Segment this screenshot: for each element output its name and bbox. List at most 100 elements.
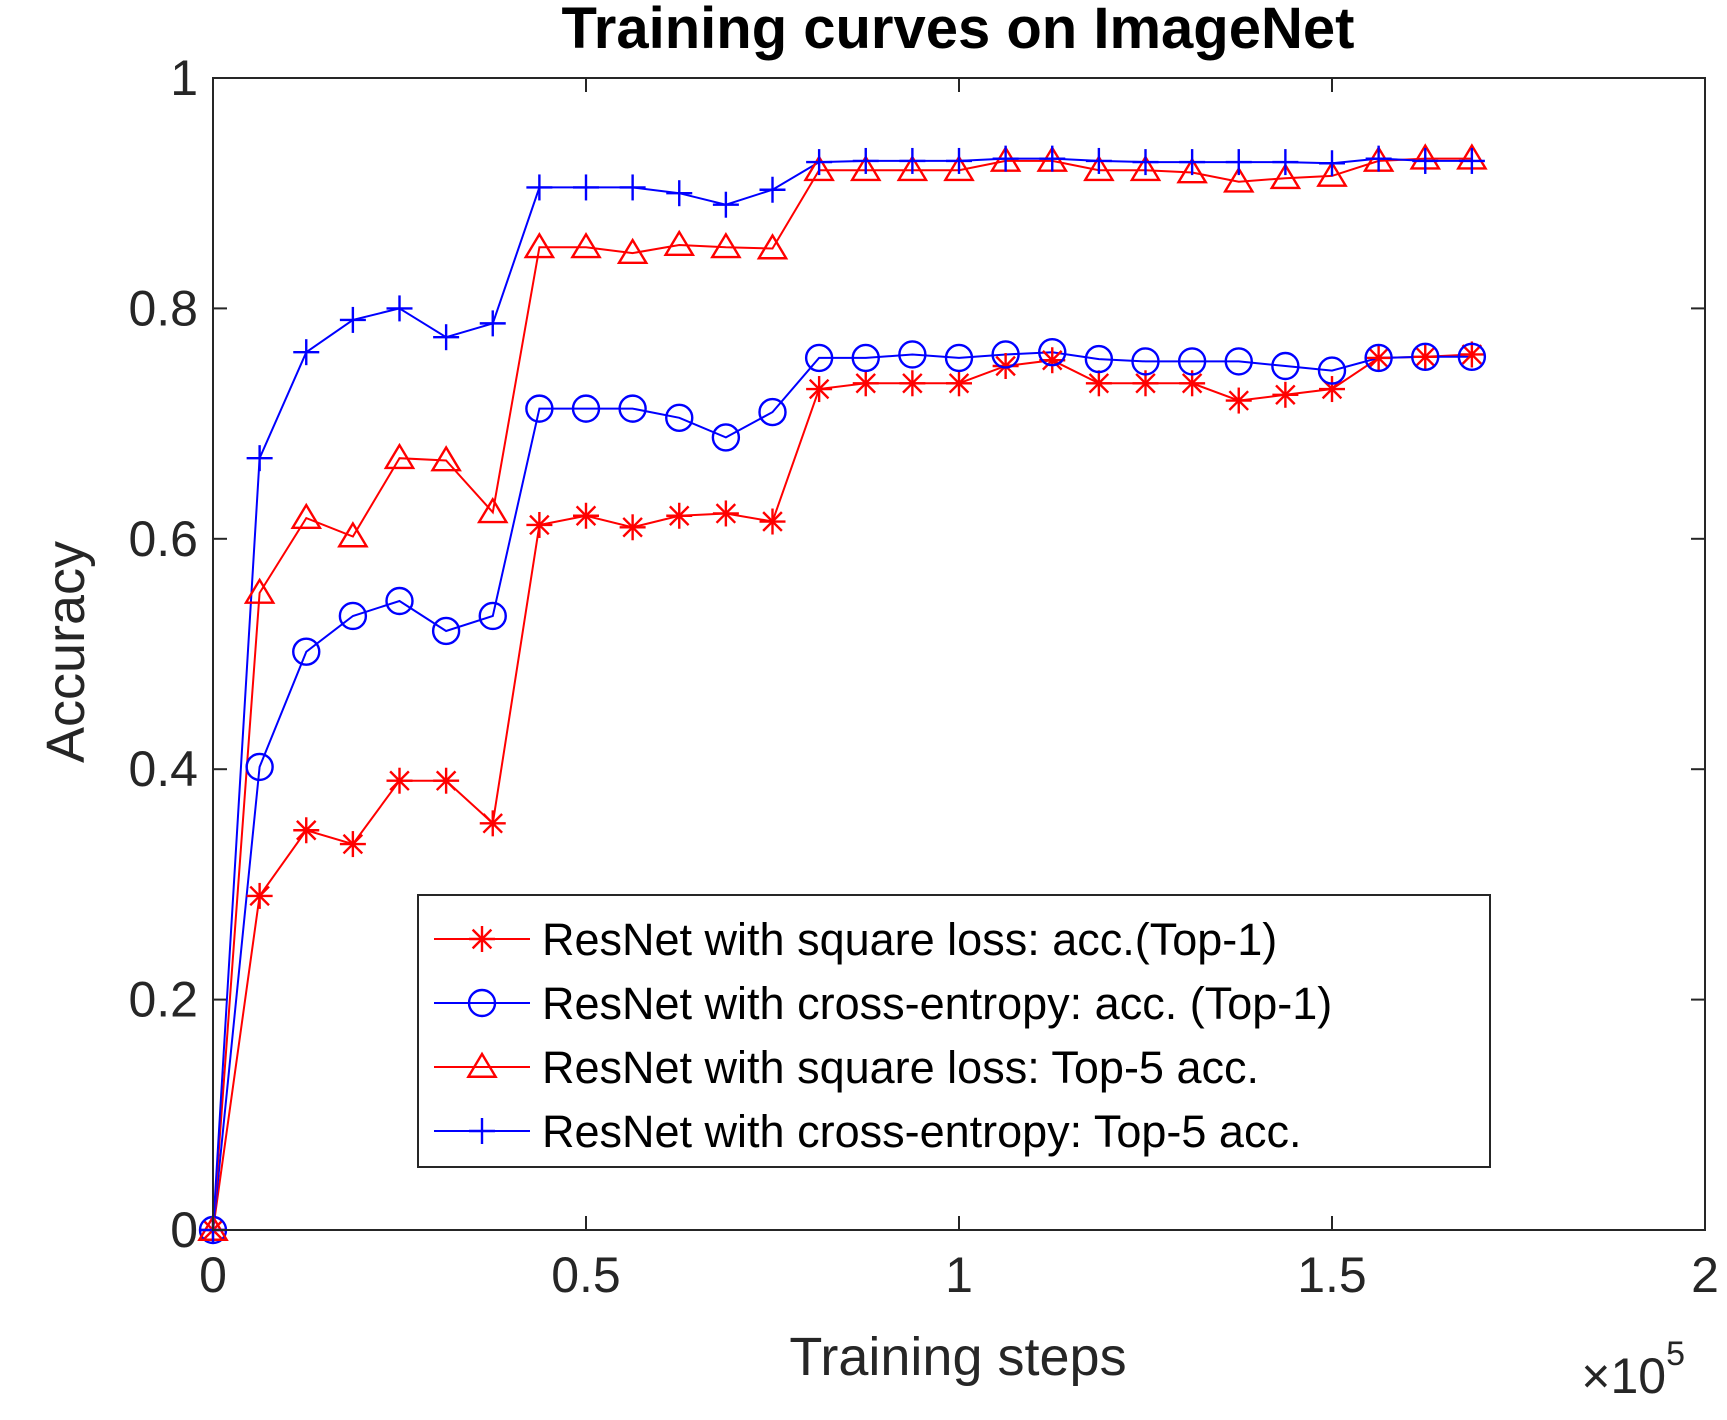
data-point-triangle [290, 502, 323, 530]
data-point-asterisk [712, 500, 739, 527]
legend-label: ResNet with square loss: acc.(Top-1) [542, 914, 1277, 965]
data-point-plus [386, 295, 413, 322]
legend-item: ResNet with cross-entropy: acc. (Top-1) [434, 978, 1332, 1029]
data-point-triangle [1176, 157, 1208, 184]
data-point-plus [1225, 149, 1252, 176]
x-tick-label: 2 [1691, 1247, 1719, 1303]
data-point-plus [293, 339, 320, 366]
data-point-triangle [243, 577, 276, 604]
x-tick-label: 1.5 [1297, 1247, 1367, 1303]
data-point-circle [478, 601, 507, 631]
legend-item: ResNet with square loss: Top-5 acc. [434, 1042, 1259, 1093]
data-point-plus [899, 147, 926, 174]
legend-marker-asterisk [469, 926, 495, 952]
data-point-triangle [849, 154, 882, 182]
data-point-circle [1224, 347, 1253, 376]
data-point-triangle [1083, 154, 1115, 182]
data-point-plus [1039, 145, 1066, 172]
data-point-circle [991, 340, 1020, 369]
x-tick-label: 0.5 [551, 1247, 621, 1303]
data-point-circle [1457, 342, 1487, 371]
legend-box [417, 894, 1491, 1168]
data-point-plus [1365, 145, 1392, 172]
data-point-circle [1084, 344, 1114, 374]
data-point-asterisk [433, 767, 460, 794]
data-point-circle [1131, 347, 1160, 376]
data-point-circle [1177, 347, 1207, 376]
legend-marker-plus [469, 1118, 495, 1144]
data-point-triangle [1316, 160, 1348, 187]
data-point-asterisk [759, 508, 786, 535]
data-point-plus [1179, 149, 1206, 176]
data-point-plus [1412, 147, 1439, 174]
data-point-circle [898, 340, 927, 369]
data-point-plus [526, 174, 553, 201]
data-point-triangle [616, 237, 649, 265]
y-axis-label: Accuracy [36, 541, 96, 763]
x-axis-label: Training steps [789, 1327, 1126, 1387]
data-point-asterisk [386, 767, 413, 794]
data-point-plus [1085, 147, 1112, 174]
data-point-triangle [1129, 154, 1162, 182]
data-point-asterisk [339, 831, 366, 858]
data-point-triangle [710, 232, 742, 259]
series-line-4 [212, 157, 1472, 1231]
data-point-asterisk [246, 882, 273, 909]
legend-label: ResNet with square loss: Top-5 acc. [542, 1042, 1259, 1093]
x-tick-label: 1 [945, 1247, 973, 1303]
data-point-circle [758, 397, 787, 427]
data-point-circle [665, 403, 694, 433]
data-point-triangle [756, 233, 789, 260]
y-tick-label: 0.4 [128, 741, 198, 797]
data-point-triangle [1222, 166, 1255, 193]
y-tick-label: 0.8 [128, 280, 198, 336]
legend-marker-circle [467, 988, 497, 1018]
data-point-plus [479, 310, 506, 337]
data-point-circle [1411, 342, 1440, 371]
data-point-plus [1272, 149, 1299, 176]
data-point-plus [992, 145, 1019, 172]
data-point-plus [759, 176, 786, 203]
data-point-circle [292, 637, 321, 666]
plot-frame [212, 77, 1706, 1231]
data-point-triangle [663, 229, 696, 256]
x-multiplier-exp: 5 [1666, 1335, 1685, 1373]
data-point-circle [851, 343, 880, 373]
data-point-asterisk [479, 810, 506, 837]
y-tick-label: 0.6 [128, 511, 198, 567]
data-point-plus [1319, 150, 1345, 177]
data-point-triangle [1269, 162, 1302, 190]
y-tick-label: 0 [170, 1202, 198, 1258]
x-tick-label: 0 [199, 1247, 227, 1303]
series-line-2 [212, 351, 1472, 1231]
legend-marker-triangle [466, 1051, 498, 1078]
chart-title: Training curves on ImageNet [562, 0, 1355, 61]
data-point-circle [1271, 351, 1300, 381]
data-point-circle [431, 616, 461, 646]
data-point-circle [525, 394, 554, 423]
data-point-asterisk [1225, 387, 1252, 414]
data-point-plus [1458, 147, 1485, 174]
series-markers [197, 143, 1488, 1245]
data-point-asterisk [852, 370, 879, 397]
axes: 0 0.5 1 1.5 2 0 0.2 0.4 0.6 0.8 1 [128, 50, 1718, 1303]
data-point-plus [339, 306, 366, 333]
data-point-circle [338, 601, 368, 631]
data-point-triangle [803, 154, 835, 182]
data-point-asterisk [1272, 381, 1299, 408]
series-line-3 [212, 157, 1472, 1231]
data-point-triangle [383, 442, 416, 470]
data-point-circle [1364, 343, 1393, 373]
data-point-plus [806, 149, 833, 176]
data-point-triangle [896, 154, 929, 182]
data-point-circle [618, 394, 647, 423]
data-point-asterisk [806, 376, 833, 403]
data-point-plus [573, 174, 599, 201]
data-point-plus [1132, 149, 1159, 176]
data-point-asterisk [1085, 370, 1112, 397]
data-point-circle [385, 586, 414, 616]
legend-label: ResNet with cross-entropy: Top-5 acc. [542, 1106, 1301, 1157]
data-point-asterisk [1412, 343, 1439, 370]
